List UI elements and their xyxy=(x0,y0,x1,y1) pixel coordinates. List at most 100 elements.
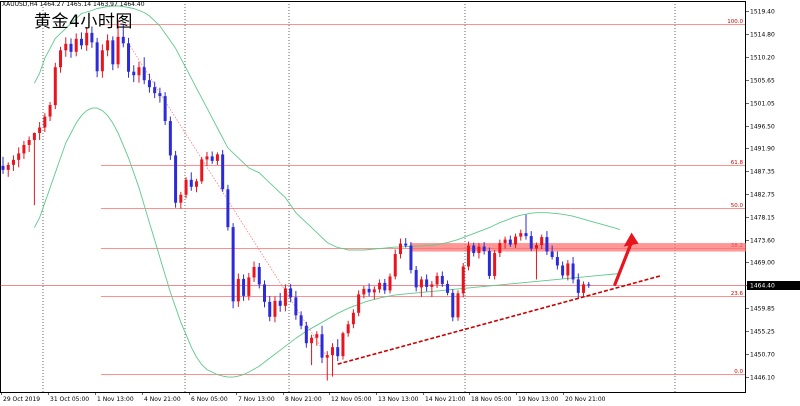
y-tick-label-3: 1505.65 xyxy=(750,78,775,85)
candle-body-22 xyxy=(116,36,120,65)
candle-body-56 xyxy=(294,297,298,316)
candle-body-58 xyxy=(304,325,308,344)
candle-body-82 xyxy=(430,284,434,287)
resistance-zone-layer xyxy=(0,243,746,286)
candle-body-94 xyxy=(493,253,497,276)
candle-body-105 xyxy=(550,251,554,258)
candle-body-103 xyxy=(540,237,544,246)
plot-frame xyxy=(0,1,746,393)
y-tick-label-10: 1473.60 xyxy=(750,238,775,245)
fib-level-label-2: 50.0 xyxy=(731,203,744,209)
candle-body-96 xyxy=(503,239,507,244)
candle-body-67 xyxy=(351,312,355,325)
candle-body-16 xyxy=(85,32,89,46)
candle-body-85 xyxy=(446,283,450,293)
candle-body-90 xyxy=(472,245,476,254)
candle-body-39 xyxy=(205,156,209,160)
axis-layer: 1519.40 1514.80 1510.20 1505.65 1501.05 1496.… xyxy=(1,9,800,403)
candle-body-10 xyxy=(53,67,57,106)
x-tick-label-2: 1 Nov 13:00 xyxy=(97,396,134,403)
candle-body-88 xyxy=(461,266,465,294)
candle-body-51 xyxy=(268,301,272,317)
candle-body-97 xyxy=(508,239,512,245)
fib-level-label-1: 61.8 xyxy=(731,160,744,166)
support-trendline xyxy=(337,274,663,365)
candle-body-54 xyxy=(283,288,287,306)
candle-body-5 xyxy=(27,139,31,145)
candle-body-19 xyxy=(100,50,104,72)
fibonacci-layer: 100.061.850.038.223.60.0 xyxy=(101,19,745,375)
breakout-arrow-head xyxy=(623,232,639,247)
candle-body-4 xyxy=(22,144,26,154)
y-tick-label-15: 1450.70 xyxy=(750,352,775,359)
candle-body-73 xyxy=(383,282,387,291)
candle-body-83 xyxy=(435,275,439,285)
channel-lower-band xyxy=(34,107,621,378)
candle-body-30 xyxy=(158,93,162,97)
candle-body-23 xyxy=(121,36,125,44)
current-price-tag xyxy=(747,281,800,290)
candle-body-6 xyxy=(32,132,36,140)
candle-body-36 xyxy=(189,179,193,187)
candle-body-59 xyxy=(310,337,314,344)
y-tick-label-11: 1469.00 xyxy=(750,260,775,267)
y-tick-label-16: 1446.10 xyxy=(750,375,775,382)
symbol-info: XAUUSD,H4 1464.27 1465.14 1463.97 1464.4… xyxy=(2,1,145,8)
y-tick-label-9: 1478.15 xyxy=(750,215,775,222)
candle-body-50 xyxy=(263,284,266,302)
candle-body-55 xyxy=(289,288,293,298)
candle-body-93 xyxy=(487,251,491,276)
candle-body-48 xyxy=(252,266,256,278)
y-tick-label-4: 1501.05 xyxy=(750,101,775,108)
candle-body-79 xyxy=(414,269,418,288)
candle-body-74 xyxy=(388,276,392,291)
y-tick-label-6: 1491.90 xyxy=(750,146,775,153)
channel-layer xyxy=(34,5,621,378)
grid-layer xyxy=(0,1,746,393)
candle-body-12 xyxy=(64,43,68,51)
x-tick-label-10: 18 Nov 05:00 xyxy=(471,396,512,403)
candle-body-17 xyxy=(90,32,94,43)
candle-body-18 xyxy=(95,42,99,72)
candle-body-89 xyxy=(466,245,470,267)
candle-body-27 xyxy=(142,67,146,81)
candle-body-0 xyxy=(1,165,5,170)
candle-body-46 xyxy=(242,278,246,296)
fib-level-label-0: 100.0 xyxy=(727,19,743,25)
candle-body-61 xyxy=(320,334,324,358)
candle-body-72 xyxy=(378,282,382,290)
candle-body-81 xyxy=(425,279,429,287)
candle-body-25 xyxy=(132,71,136,76)
y-tick-label-0: 1519.40 xyxy=(750,9,775,16)
candle-body-64 xyxy=(336,347,340,357)
x-tick-label-7: 12 Nov 05:00 xyxy=(331,396,372,403)
candle-body-1 xyxy=(6,164,10,170)
fib-level-label-5: 0.0 xyxy=(734,369,743,375)
y-tick-label-5: 1496.50 xyxy=(750,124,775,131)
candle-body-75 xyxy=(393,254,397,277)
candle-body-68 xyxy=(357,294,361,313)
candle-body-110 xyxy=(576,279,580,293)
candle-body-92 xyxy=(482,246,486,252)
x-tick-label-9: 14 Nov 21:00 xyxy=(425,396,466,403)
candle-body-87 xyxy=(456,293,460,318)
y-tick-label-7: 1487.35 xyxy=(750,169,775,176)
candle-body-84 xyxy=(440,275,444,284)
candle-body-3 xyxy=(17,153,21,160)
candle-body-53 xyxy=(278,300,282,306)
annotation-layer xyxy=(337,232,663,365)
y-tick-label-8: 1482.75 xyxy=(750,192,775,199)
candle-body-106 xyxy=(555,257,559,266)
candle-body-21 xyxy=(111,40,115,65)
candle-body-86 xyxy=(451,292,455,318)
breakout-arrow-shaft xyxy=(613,242,633,287)
channel-upper-band xyxy=(34,5,621,251)
candle-body-95 xyxy=(498,243,502,254)
y-tick-label-13: 1459.85 xyxy=(750,306,775,313)
candle-body-77 xyxy=(404,243,408,246)
candle-body-71 xyxy=(372,289,376,293)
candle-body-100 xyxy=(524,233,528,237)
x-tick-label-8: 13 Nov 13:00 xyxy=(378,396,419,403)
candle-body-45 xyxy=(236,278,240,302)
